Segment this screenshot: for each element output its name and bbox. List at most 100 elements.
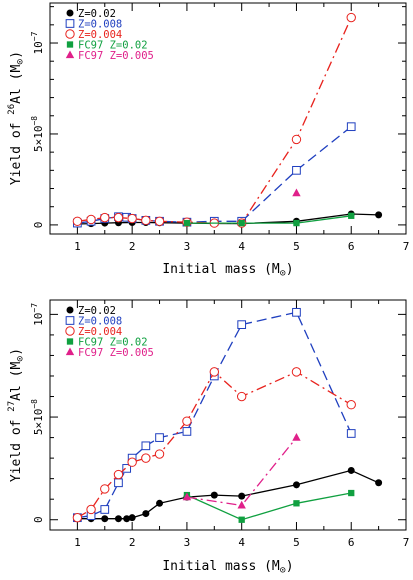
data-point bbox=[156, 499, 164, 507]
x-tick-label: 3 bbox=[184, 536, 191, 549]
y-axis-element: Al (M bbox=[9, 65, 24, 104]
y-tick-label-mid: 5×10−8 bbox=[30, 116, 45, 152]
legend-entry: FC97 Z=0.005 bbox=[78, 347, 154, 359]
x-axis-close-paren: ) bbox=[286, 559, 294, 574]
x-tick-label: 1 bbox=[74, 240, 81, 253]
y-tick-label-mid-main: 5×10 bbox=[32, 409, 45, 436]
x-tick-label: 7 bbox=[403, 240, 410, 253]
data-point bbox=[114, 478, 123, 488]
data-point bbox=[101, 515, 109, 523]
y-tick-label-top-exponent: −7 bbox=[30, 303, 39, 313]
x-tick-label: 7 bbox=[403, 536, 410, 549]
data-point bbox=[237, 500, 246, 509]
legend-entry: Z=0.02 bbox=[78, 8, 116, 20]
y-axis-label: Yield of 26Al (M⊙) bbox=[7, 51, 26, 185]
y-tick-label-zero: 0 bbox=[32, 516, 45, 523]
y-tick-label-top: 10−7 bbox=[30, 303, 45, 326]
x-axis-label: Initial mass (M⊙) bbox=[162, 559, 293, 576]
legend-marker bbox=[66, 338, 74, 345]
x-tick-label: 4 bbox=[238, 536, 245, 549]
data-point bbox=[182, 492, 192, 501]
data-point bbox=[122, 464, 132, 473]
data-point bbox=[182, 427, 192, 436]
legend-entry: FC97 Z=0.02 bbox=[78, 40, 148, 52]
plot-frame bbox=[49, 299, 407, 531]
data-point bbox=[86, 214, 96, 225]
legend-marker bbox=[65, 347, 75, 356]
data-point bbox=[346, 122, 356, 132]
series-line bbox=[77, 126, 352, 224]
legend-entry: Z=0.008 bbox=[78, 316, 122, 328]
data-point bbox=[292, 481, 300, 489]
y-axis-close-paren: ) bbox=[9, 51, 24, 59]
y-tick-label-mid-main: 5×10 bbox=[32, 126, 45, 153]
data-point bbox=[348, 212, 355, 219]
legend-entry: Z=0.004 bbox=[78, 326, 122, 338]
data-point bbox=[100, 505, 110, 514]
data-point bbox=[237, 320, 247, 329]
x-axis-label-text: Initial mass (M bbox=[162, 262, 280, 277]
y-axis-label: Yield of 27Al (M⊙) bbox=[7, 348, 26, 482]
x-tick-label: 1 bbox=[74, 536, 81, 549]
data-point bbox=[100, 212, 110, 223]
data-point bbox=[123, 515, 131, 523]
data-point bbox=[346, 12, 356, 23]
y-axis-label-text: Yield of bbox=[9, 412, 24, 482]
x-axis-close-paren: ) bbox=[286, 262, 294, 277]
data-point bbox=[114, 515, 122, 523]
y-axis-isotope-mass: 26 bbox=[7, 104, 17, 115]
series-3 bbox=[183, 212, 355, 227]
data-point bbox=[127, 213, 137, 224]
data-point bbox=[141, 441, 151, 451]
y-tick-label-zero-main: 0 bbox=[32, 222, 45, 229]
data-point bbox=[72, 216, 83, 226]
data-point bbox=[348, 489, 355, 497]
data-point bbox=[293, 500, 300, 507]
data-point bbox=[210, 491, 218, 499]
x-axis-sun-symbol: ⊙ bbox=[280, 268, 286, 279]
data-point bbox=[141, 453, 151, 463]
data-point bbox=[293, 219, 300, 227]
series-line bbox=[186, 492, 352, 521]
legend-marker bbox=[65, 29, 75, 39]
series-line bbox=[77, 370, 352, 519]
data-point bbox=[238, 516, 245, 523]
data-point bbox=[155, 433, 164, 442]
y-axis-sun-symbol: ⊙ bbox=[15, 59, 26, 65]
data-point bbox=[128, 514, 136, 522]
data-point bbox=[291, 367, 302, 377]
y-tick-label-mid-exponent: −8 bbox=[30, 116, 39, 126]
data-point bbox=[375, 211, 383, 219]
x-tick-label: 6 bbox=[348, 240, 355, 253]
data-point bbox=[154, 216, 165, 226]
data-point bbox=[142, 510, 150, 518]
y-tick-label-mid: 5×10−8 bbox=[30, 399, 45, 435]
y-tick-label-zero-main: 0 bbox=[32, 516, 45, 523]
data-point bbox=[141, 215, 151, 226]
x-axis-label-text: Initial mass (M bbox=[162, 559, 280, 574]
data-point bbox=[113, 469, 124, 480]
data-point bbox=[127, 457, 137, 467]
data-point bbox=[236, 391, 247, 402]
data-point bbox=[292, 307, 301, 317]
data-point bbox=[347, 466, 355, 474]
series-line bbox=[186, 215, 352, 224]
y-axis-close-paren: ) bbox=[9, 348, 24, 356]
y-tick-label-top-exponent: −7 bbox=[30, 31, 39, 41]
x-tick-label: 3 bbox=[184, 240, 191, 253]
data-point bbox=[292, 165, 301, 175]
data-point bbox=[238, 219, 245, 227]
series-4 bbox=[182, 433, 301, 509]
legend-marker bbox=[65, 50, 75, 59]
legend-entry: FC97 Z=0.005 bbox=[78, 50, 154, 62]
y-axis-isotope-mass: 27 bbox=[7, 401, 17, 412]
legend-marker bbox=[66, 306, 74, 314]
data-point bbox=[86, 504, 96, 515]
plot-frame bbox=[49, 2, 407, 235]
legend-entry: Z=0.004 bbox=[78, 29, 122, 41]
y-axis-element: Al (M bbox=[9, 362, 24, 401]
y-tick-label-top-main: 10 bbox=[32, 313, 45, 326]
